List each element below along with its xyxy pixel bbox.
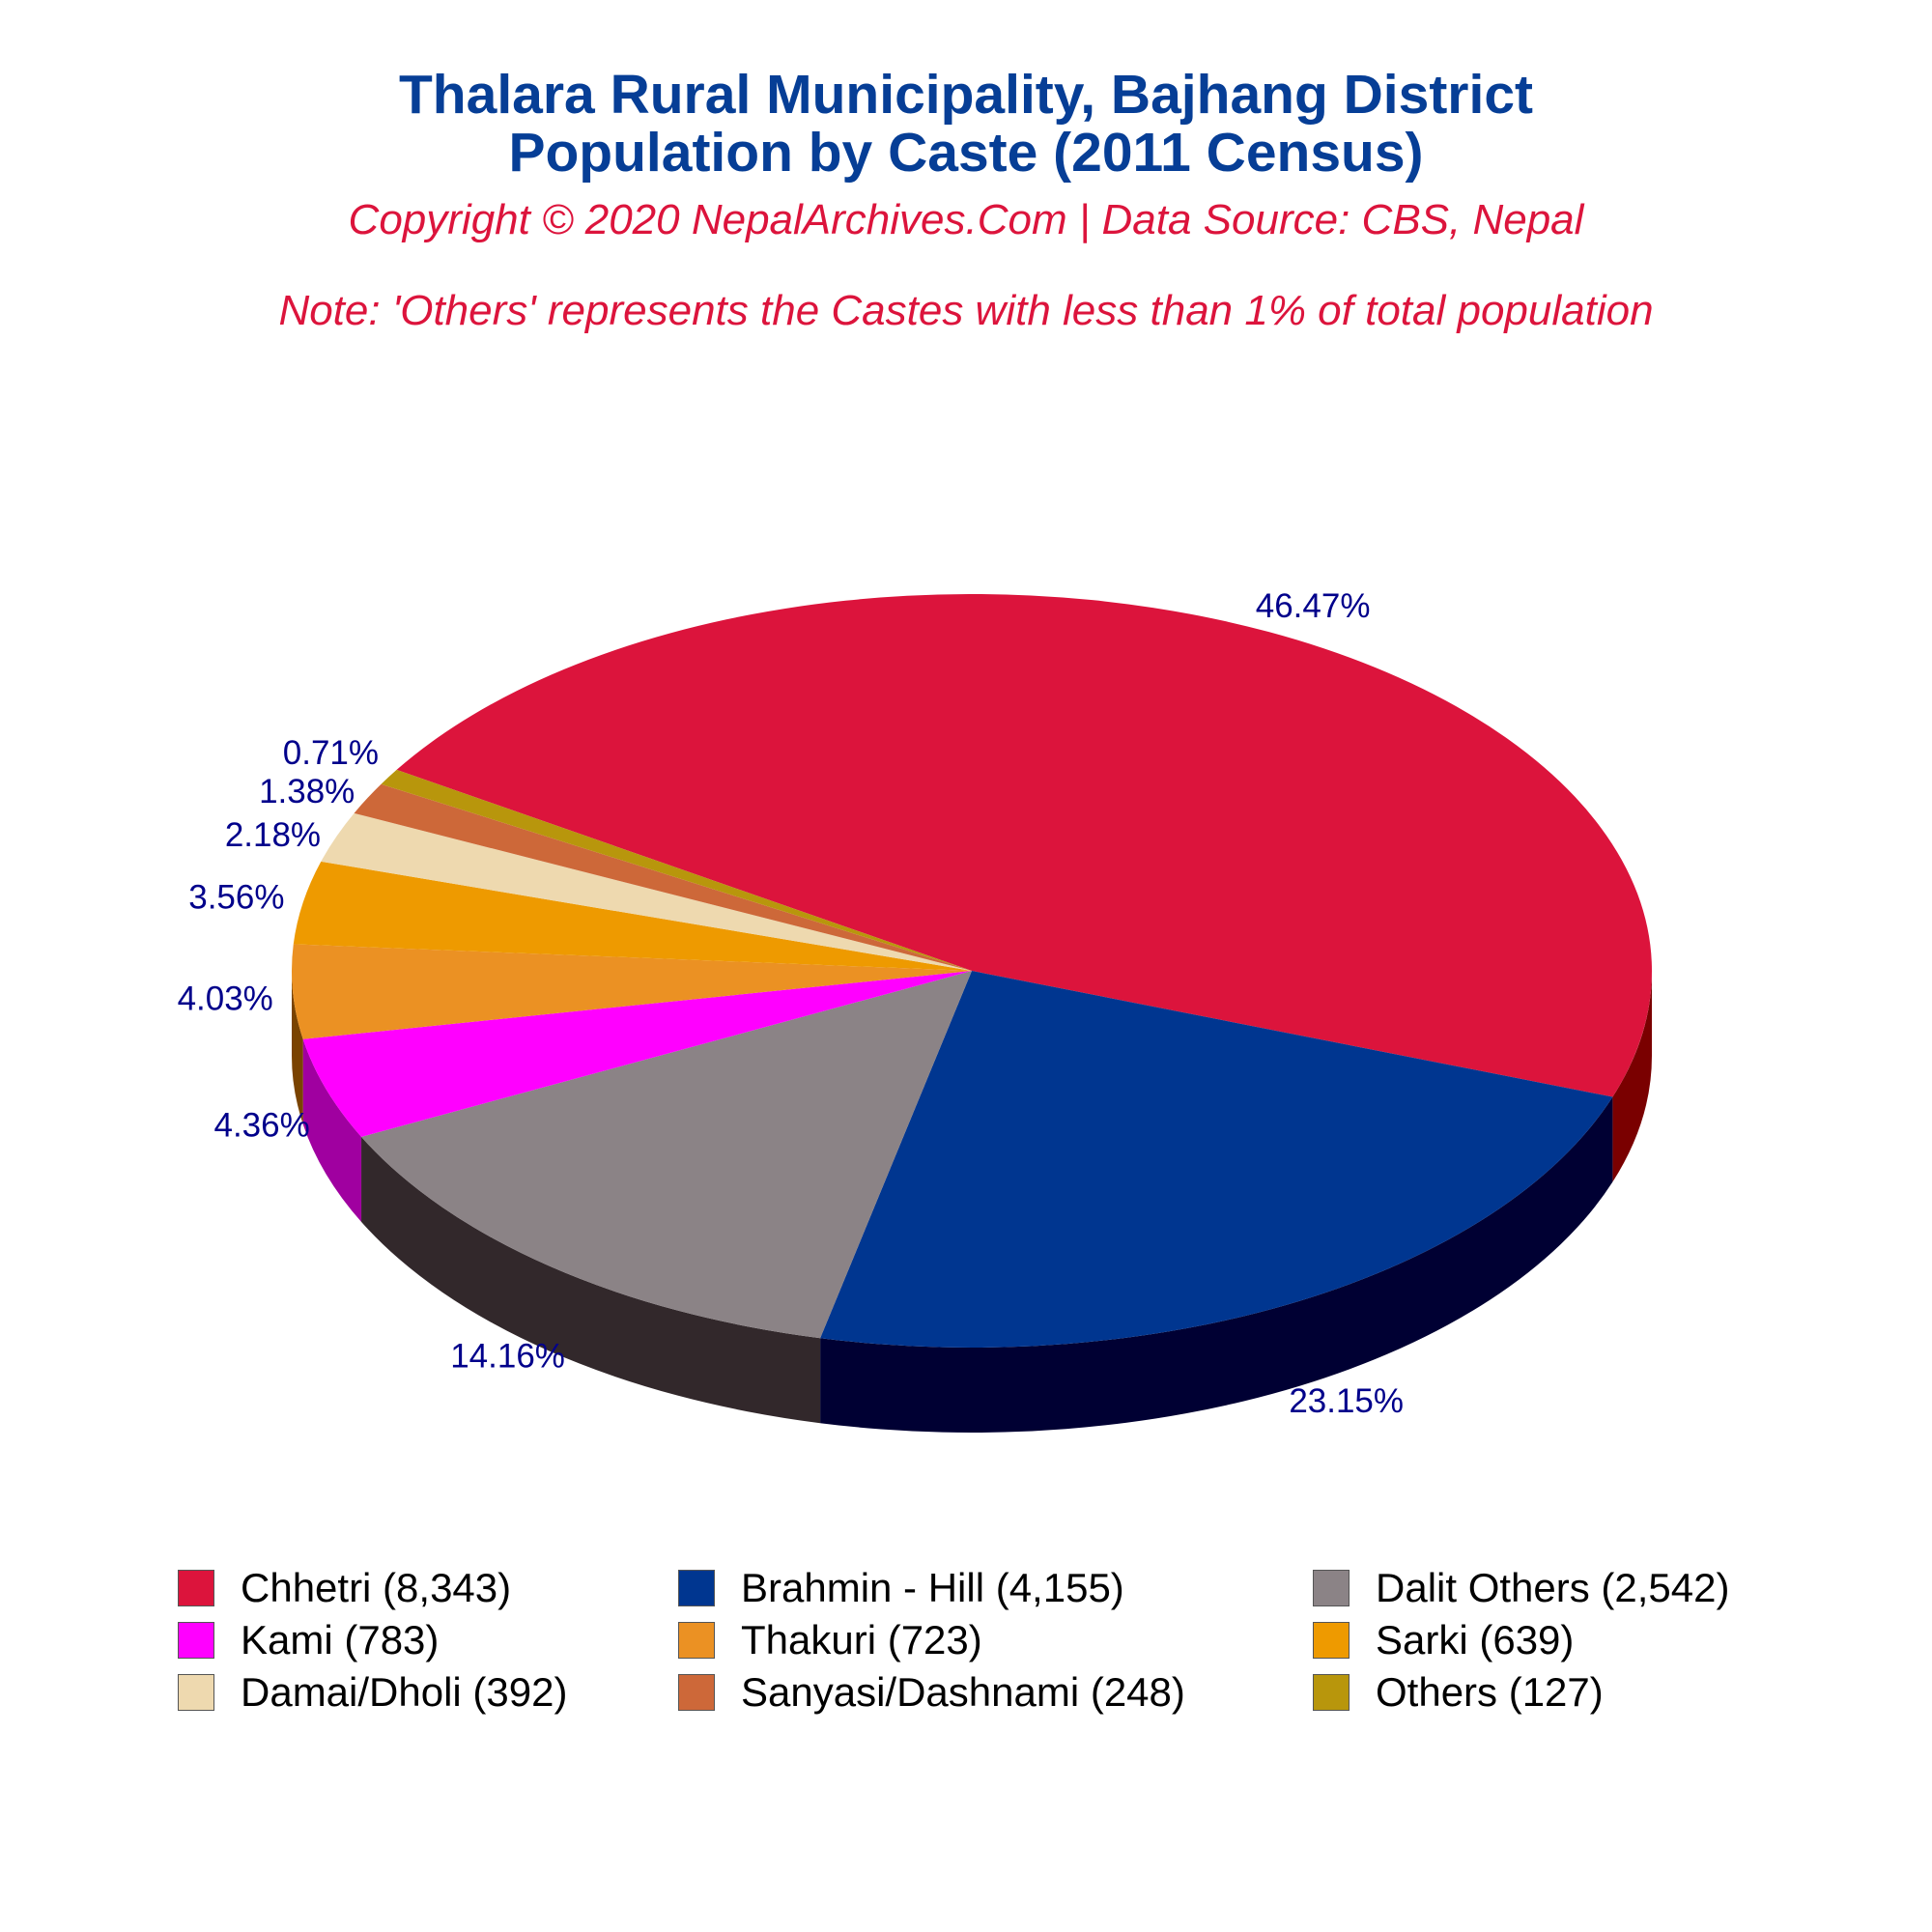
percent-label-sarki: 3.56% xyxy=(188,879,284,917)
legend-item: Sarki (639) xyxy=(1313,1615,1574,1665)
pie-slice-sanyasi-dashnami xyxy=(354,783,972,971)
legend-label: Others (127) xyxy=(1376,1669,1604,1715)
percent-label-brahmin-hill: 23.15% xyxy=(1289,1382,1404,1420)
chart-title-line2: Population by Caste (2011 Census) xyxy=(508,122,1424,184)
pie-side-brahmin-hill xyxy=(820,1096,1613,1433)
copyright-subtitle: Copyright © 2020 NepalArchives.Com | Dat… xyxy=(348,196,1584,243)
legend-swatch xyxy=(1313,1674,1350,1711)
legend-swatch xyxy=(178,1622,214,1659)
pie-side-dalit-others xyxy=(361,1136,821,1424)
legend-item: Kami (783) xyxy=(178,1615,439,1665)
pie-side-chhetri xyxy=(1612,971,1652,1182)
pie-side-thakuri xyxy=(292,971,303,1124)
legend-item: Damai/Dholi (392) xyxy=(178,1667,567,1718)
pie-slice-sarki xyxy=(293,861,972,971)
legend-swatch xyxy=(1313,1622,1350,1659)
pie-slice-damai-dholi xyxy=(321,812,972,971)
legend-item: Others (127) xyxy=(1313,1667,1604,1718)
legend-item: Sanyasi/Dashnami (248) xyxy=(678,1667,1185,1718)
percent-label-others: 0.71% xyxy=(283,734,379,772)
legend-label: Chhetri (8,343) xyxy=(241,1565,512,1610)
percent-label-dalit-others: 14.16% xyxy=(450,1337,565,1375)
pie-slices xyxy=(292,593,1653,1348)
pie-slice-others xyxy=(381,769,973,971)
pie-slice-brahmin-hill xyxy=(820,971,1613,1348)
legend-swatch xyxy=(1313,1570,1350,1606)
legend-swatch xyxy=(178,1674,214,1711)
percent-label-sanyasi-dashnami: 1.38% xyxy=(259,773,355,810)
legend-label: Dalit Others (2,542) xyxy=(1376,1565,1730,1610)
pie-slice-thakuri xyxy=(292,944,972,1039)
legend-item: Brahmin - Hill (4,155) xyxy=(678,1563,1124,1613)
legend-label: Kami (783) xyxy=(241,1617,440,1662)
percent-label-damai-dholi: 2.18% xyxy=(225,816,321,854)
chart-note: Note: 'Others' represents the Castes wit… xyxy=(278,287,1654,334)
legend-swatch xyxy=(678,1674,715,1711)
legend-label: Sarki (639) xyxy=(1376,1617,1575,1662)
legend-item: Thakuri (723) xyxy=(678,1615,982,1665)
legend-swatch xyxy=(678,1622,715,1659)
legend-swatch xyxy=(678,1570,715,1606)
percent-label-chhetri: 46.47% xyxy=(1256,587,1371,625)
percent-label-kami: 4.36% xyxy=(213,1106,309,1144)
legend-swatch xyxy=(178,1570,214,1606)
percent-label-thakuri: 4.03% xyxy=(178,980,273,1017)
pie-slice-chhetri xyxy=(396,593,1653,1097)
pie-side-kami xyxy=(302,1038,362,1222)
legend-item: Dalit Others (2,542) xyxy=(1313,1563,1729,1613)
pie-side-walls xyxy=(292,971,1652,1433)
legend-item: Chhetri (8,343) xyxy=(178,1563,511,1613)
legend-label: Sanyasi/Dashnami (248) xyxy=(741,1669,1185,1715)
pie-slice-kami xyxy=(302,971,972,1137)
percent-labels: 46.47% 23.15% 14.16% 4.36% 4.03% 3.56% 2.18% 1.… xyxy=(178,587,1404,1420)
legend-label: Brahmin - Hill (4,155) xyxy=(741,1565,1124,1610)
pie-slice-dalit-others xyxy=(361,971,972,1339)
chart-title-line1: Thalara Rural Municipality, Bajhang Dist… xyxy=(398,64,1533,126)
legend-label: Damai/Dholi (392) xyxy=(241,1669,568,1715)
legend-label: Thakuri (723) xyxy=(741,1617,982,1662)
